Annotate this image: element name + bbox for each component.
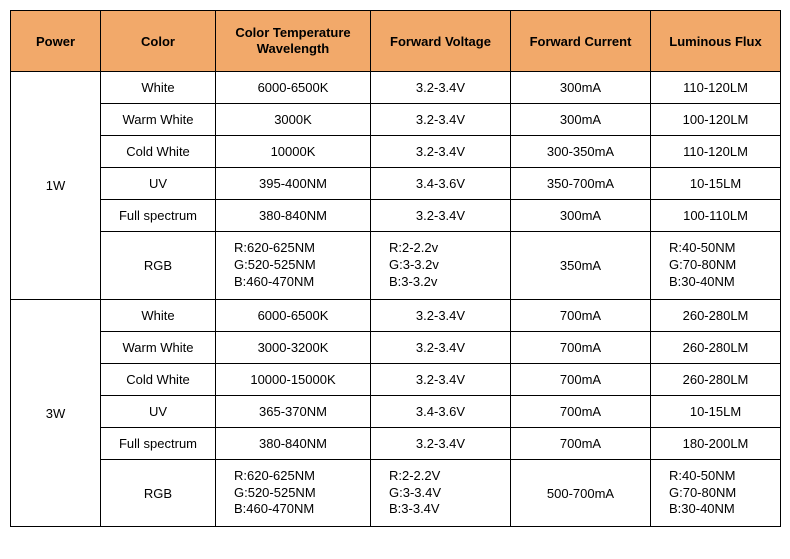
col-color: Color xyxy=(101,11,216,72)
cell-lf: 110-120LM xyxy=(651,136,781,168)
cell-fc: 350-700mA xyxy=(511,168,651,200)
cell-fc: 700mA xyxy=(511,299,651,331)
cell-lf: 260-280LM xyxy=(651,363,781,395)
cell-lf: 10-15LM xyxy=(651,395,781,427)
cell-fv: 3.4-3.6V xyxy=(371,395,511,427)
cell-color: Warm White xyxy=(101,104,216,136)
col-lf: Luminous Flux xyxy=(651,11,781,72)
col-ctw: Color TemperatureWavelength xyxy=(216,11,371,72)
table-row: 3WWhite6000-6500K3.2-3.4V700mA260-280LM xyxy=(11,299,781,331)
table-row: Cold White10000-15000K3.2-3.4V700mA260-2… xyxy=(11,363,781,395)
cell-color: Full spectrum xyxy=(101,427,216,459)
cell-ctw: 3000K xyxy=(216,104,371,136)
cell-ctw: 380-840NM xyxy=(216,200,371,232)
cell-fv: 3.2-3.4V xyxy=(371,72,511,104)
cell-color: Warm White xyxy=(101,331,216,363)
cell-ctw: 6000-6500K xyxy=(216,72,371,104)
table-row: 1WWhite6000-6500K3.2-3.4V300mA110-120LM xyxy=(11,72,781,104)
cell-color: Cold White xyxy=(101,136,216,168)
led-spec-table: Power Color Color TemperatureWavelength … xyxy=(10,10,781,527)
cell-fv: 3.2-3.4V xyxy=(371,331,511,363)
cell-fv: 3.2-3.4V xyxy=(371,200,511,232)
cell-fv: 3.4-3.6V xyxy=(371,168,511,200)
cell-ctw: 6000-6500K xyxy=(216,299,371,331)
cell-ctw: 10000-15000K xyxy=(216,363,371,395)
table-row: Warm White3000K3.2-3.4V300mA100-120LM xyxy=(11,104,781,136)
cell-fv: 3.2-3.4V xyxy=(371,363,511,395)
cell-color: UV xyxy=(101,395,216,427)
cell-color: White xyxy=(101,299,216,331)
cell-lf: R:40-50NMG:70-80NMB:30-40NM xyxy=(651,459,781,527)
table-row: Full spectrum380-840NM3.2-3.4V300mA100-1… xyxy=(11,200,781,232)
cell-lf: 180-200LM xyxy=(651,427,781,459)
cell-lf: 100-120LM xyxy=(651,104,781,136)
cell-fv: R:2-2.2VG:3-3.4VB:3-3.4V xyxy=(371,459,511,527)
cell-lf: 10-15LM xyxy=(651,168,781,200)
cell-lf: R:40-50NMG:70-80NMB:30-40NM xyxy=(651,232,781,300)
table-row: UV365-370NM3.4-3.6V700mA10-15LM xyxy=(11,395,781,427)
cell-color: RGB xyxy=(101,459,216,527)
cell-ctw: 365-370NM xyxy=(216,395,371,427)
cell-color: White xyxy=(101,72,216,104)
col-power: Power xyxy=(11,11,101,72)
cell-fv: 3.2-3.4V xyxy=(371,299,511,331)
cell-ctw: 10000K xyxy=(216,136,371,168)
cell-lf: 100-110LM xyxy=(651,200,781,232)
table-header: Power Color Color TemperatureWavelength … xyxy=(11,11,781,72)
cell-lf: 260-280LM xyxy=(651,299,781,331)
cell-lf: 260-280LM xyxy=(651,331,781,363)
cell-fc: 300mA xyxy=(511,200,651,232)
cell-color: RGB xyxy=(101,232,216,300)
cell-power: 1W xyxy=(11,72,101,300)
cell-fc: 300mA xyxy=(511,104,651,136)
cell-color: Full spectrum xyxy=(101,200,216,232)
cell-fc: 700mA xyxy=(511,331,651,363)
table-row: Full spectrum380-840NM3.2-3.4V700mA180-2… xyxy=(11,427,781,459)
cell-fc: 700mA xyxy=(511,427,651,459)
cell-fv: 3.2-3.4V xyxy=(371,136,511,168)
col-fv: Forward Voltage xyxy=(371,11,511,72)
cell-fv: 3.2-3.4V xyxy=(371,427,511,459)
cell-color: UV xyxy=(101,168,216,200)
cell-ctw: 395-400NM xyxy=(216,168,371,200)
table-row: Warm White3000-3200K3.2-3.4V700mA260-280… xyxy=(11,331,781,363)
cell-fc: 700mA xyxy=(511,395,651,427)
cell-fc: 350mA xyxy=(511,232,651,300)
cell-fc: 500-700mA xyxy=(511,459,651,527)
table-body: 1WWhite6000-6500K3.2-3.4V300mA110-120LMW… xyxy=(11,72,781,527)
cell-power: 3W xyxy=(11,299,101,527)
col-fc: Forward Current xyxy=(511,11,651,72)
cell-fc: 700mA xyxy=(511,363,651,395)
cell-fv: 3.2-3.4V xyxy=(371,104,511,136)
table-row: UV395-400NM3.4-3.6V350-700mA10-15LM xyxy=(11,168,781,200)
cell-color: Cold White xyxy=(101,363,216,395)
cell-fc: 300-350mA xyxy=(511,136,651,168)
table-row: Cold White10000K3.2-3.4V300-350mA110-120… xyxy=(11,136,781,168)
cell-fc: 300mA xyxy=(511,72,651,104)
cell-fv: R:2-2.2vG:3-3.2vB:3-3.2v xyxy=(371,232,511,300)
cell-ctw: 3000-3200K xyxy=(216,331,371,363)
table-row: RGBR:620-625NMG:520-525NMB:460-470NMR:2-… xyxy=(11,232,781,300)
table-row: RGBR:620-625NMG:520-525NMB:460-470NMR:2-… xyxy=(11,459,781,527)
cell-lf: 110-120LM xyxy=(651,72,781,104)
cell-ctw: R:620-625NMG:520-525NMB:460-470NM xyxy=(216,232,371,300)
cell-ctw: R:620-625NMG:520-525NMB:460-470NM xyxy=(216,459,371,527)
cell-ctw: 380-840NM xyxy=(216,427,371,459)
